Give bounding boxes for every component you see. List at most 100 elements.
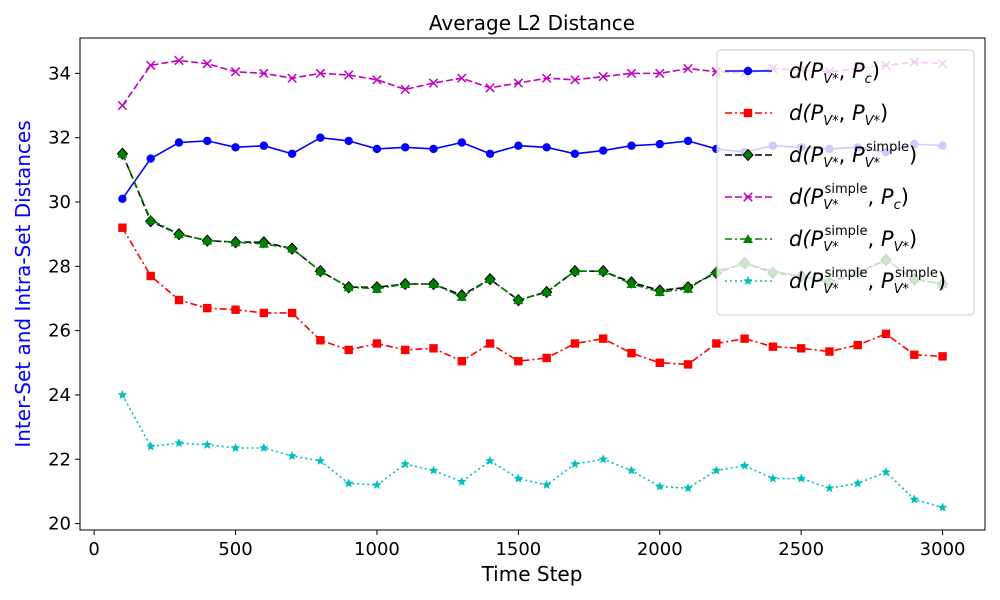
data-point-s1 [316,133,325,142]
legend-marker [743,234,753,243]
x-tick-label: 3000 [920,539,966,560]
data-point-s1 [372,144,382,154]
data-point-s2 [627,348,636,358]
data-point-s4 [259,68,269,79]
data-point-s4 [287,73,297,83]
data-point-s6 [343,478,354,488]
data-point-s1 [457,138,466,147]
data-point-s2 [287,308,297,318]
x-tick-label: 1000 [354,539,400,560]
data-point-s2 [570,339,580,348]
data-point-s1 [655,139,664,149]
data-point-s6 [909,494,920,504]
data-point-s1 [259,141,269,150]
data-point-s2 [485,339,495,348]
data-point-s5 [287,243,298,253]
data-point-s5 [117,148,128,158]
data-point-s4 [598,71,608,82]
x-tick-label: 0 [88,539,99,560]
data-point-s2 [910,350,919,359]
data-point-s5 [202,235,213,245]
data-point-s2 [542,353,551,363]
legend-label: d(PV*, PV*) [789,101,888,129]
data-point-s4 [202,58,212,69]
data-point-s6 [428,465,439,475]
data-point-s2 [429,344,438,353]
data-point-s1 [683,136,693,146]
data-point-s1 [344,136,353,146]
data-point-s5 [371,283,382,293]
data-point-s5 [541,287,552,297]
legend-label: d(PV*, PV*simple) [789,140,917,171]
data-point-s6 [739,460,750,470]
x-tick-label: 2500 [778,539,824,560]
plot-frame [79,37,986,531]
legend-entry-s5: d(PV*simple, PV*) [725,224,917,255]
legend-label: d(PV*simple, Pc) [789,182,909,213]
data-point-s2 [174,295,184,305]
data-point-s6 [174,438,184,448]
data-point-s4 [145,60,156,71]
data-point-s1 [485,149,495,158]
data-point-s6 [626,465,637,475]
data-point-s4 [485,83,495,93]
data-point-s6 [457,476,467,486]
data-point-s5 [683,283,694,293]
data-point-s5 [230,237,241,247]
data-point-s6 [711,465,722,475]
legend-marker [743,66,753,76]
y-tick-label: 32 [48,128,71,149]
data-point-s6 [796,473,806,483]
data-point-s2 [146,271,155,281]
series-line-s2 [121,227,943,366]
data-point-s6 [683,483,693,493]
chart-title: Average L2 Distance [429,11,635,35]
data-point-s5 [145,214,156,224]
data-point-s4 [457,73,467,83]
data-point-s6 [598,454,608,464]
data-point-s2 [401,345,410,355]
data-point-s6 [372,479,382,490]
data-point-s4 [428,78,439,88]
data-point-s2 [938,352,947,361]
data-point-s2 [118,223,127,232]
data-point-s6 [570,459,580,469]
y-axis-label: Inter-Set and Intra-Set Distances [11,120,35,447]
data-point-s6 [145,441,156,451]
series-line-s6 [121,394,943,509]
data-point-s2 [372,339,382,348]
data-point-s5 [400,279,411,288]
data-point-s2 [881,329,891,339]
data-point-s2 [655,358,664,367]
data-point-s6 [259,443,269,453]
data-point-s2 [853,340,862,350]
data-point-s2 [712,339,721,348]
x-axis-label: Time Step [481,562,583,586]
series-s6 [117,389,948,512]
data-point-s4 [541,73,552,83]
legend-entry-s6: d(PV*simple, PV*simple) [725,266,946,297]
data-point-s4 [655,68,665,79]
data-point-s2 [259,308,269,318]
data-point-s1 [627,141,636,150]
data-point-s5 [315,266,326,276]
data-point-s4 [626,68,637,79]
data-point-s4 [343,70,354,80]
x-axis: 0 500 1000 1500 2000 2500 3000 [88,530,965,560]
data-point-s4 [372,75,382,85]
data-point-s6 [117,389,128,399]
legend-entry-s3: d(PV*, PV*simple) [725,140,917,171]
y-tick-label: 24 [48,385,71,406]
legend-box [716,49,975,316]
data-point-s5 [626,279,637,288]
data-point-s4 [230,67,241,77]
data-point-s4 [570,75,580,85]
legend-entry-s2: d(PV*, PV*) [725,101,888,129]
y-tick-label: 22 [48,449,71,470]
data-point-s1 [174,138,184,147]
data-point-s2 [231,305,240,314]
data-point-s4 [174,55,184,66]
data-point-s4 [513,78,524,88]
data-point-s6 [768,473,778,483]
